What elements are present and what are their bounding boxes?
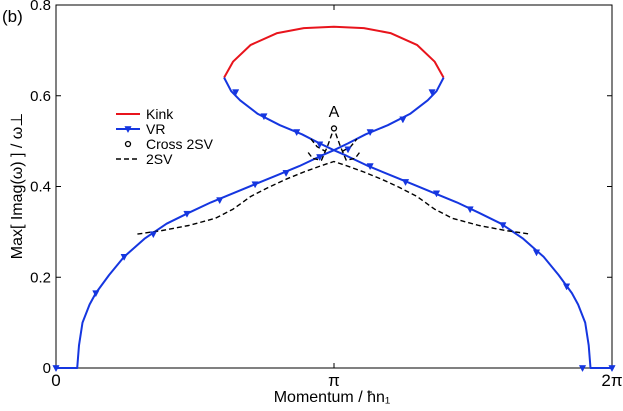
legend-label-cross-2sv: Cross 2SV (146, 136, 214, 152)
series-marker-vr (608, 365, 616, 373)
x-tick-label: 2π (601, 371, 622, 390)
series-marker-vr (499, 222, 507, 230)
series-marker-vr (92, 290, 100, 298)
series-marker-vr (562, 283, 571, 291)
y-tick-label: 0.2 (30, 269, 51, 286)
plot-area-border (55, 4, 613, 369)
x-tick-label: π (328, 371, 340, 390)
y-tick-label: 0 (43, 360, 51, 377)
series-marker-vr (578, 365, 587, 373)
series-marker-vr (251, 181, 259, 189)
series-marker-vr (260, 113, 268, 121)
series-marker-vr (183, 210, 191, 218)
x-axis-label: Momentum / ħn₁ (274, 389, 391, 406)
series-line-vr (223, 77, 612, 369)
series-line-2sv (310, 138, 326, 152)
series-line-vr (56, 77, 445, 369)
legend-marker-cross-2sv (124, 140, 132, 148)
series-marker-vr (316, 154, 324, 162)
axis-ticks: 0 π 2π 0 0.2 0.4 0.6 0.8 (30, 0, 622, 390)
series-layer (56, 25, 612, 369)
series-marker-vr (344, 146, 352, 154)
series-marker-vr (401, 179, 410, 187)
y-tick-label: 0.6 (30, 88, 51, 105)
series-line-2sv (137, 160, 531, 235)
series-marker-vr (232, 89, 240, 97)
x-tick-label: 0 (51, 371, 60, 390)
series-marker-vr (399, 116, 407, 124)
series-marker-cross-2sv (330, 125, 338, 132)
series-marker-vr (149, 231, 157, 239)
series-marker-vr (532, 249, 541, 257)
y-tick-label: 0.4 (30, 179, 51, 196)
series-marker-vr (428, 89, 436, 97)
series-marker-vr (216, 197, 224, 205)
series-marker-vr (366, 129, 374, 137)
series-marker-vr (316, 141, 324, 149)
panel-label: (b) (2, 7, 23, 26)
legend-label-2sv: 2SV (146, 151, 173, 167)
series-marker-vr (282, 170, 290, 177)
y-tick-label: 0.8 (30, 0, 51, 14)
series-line-kink (223, 25, 445, 79)
legend-label-vr: VR (146, 121, 165, 137)
series-marker-vr (293, 129, 301, 137)
legend-label-kink: Kink (146, 106, 174, 122)
legend-marker-vr (124, 126, 132, 134)
series-marker-vr (120, 254, 128, 261)
series-marker-vr (466, 206, 474, 214)
series-marker-vr (432, 190, 441, 198)
plot-frame (55, 4, 613, 369)
annotation-a: A (329, 104, 340, 121)
y-axis-label: Max[ Imag(ω) ] / ω⊥ (9, 113, 26, 260)
series-marker-vr (366, 163, 374, 171)
marker-layer (52, 89, 616, 373)
series-marker-vr (52, 365, 60, 373)
